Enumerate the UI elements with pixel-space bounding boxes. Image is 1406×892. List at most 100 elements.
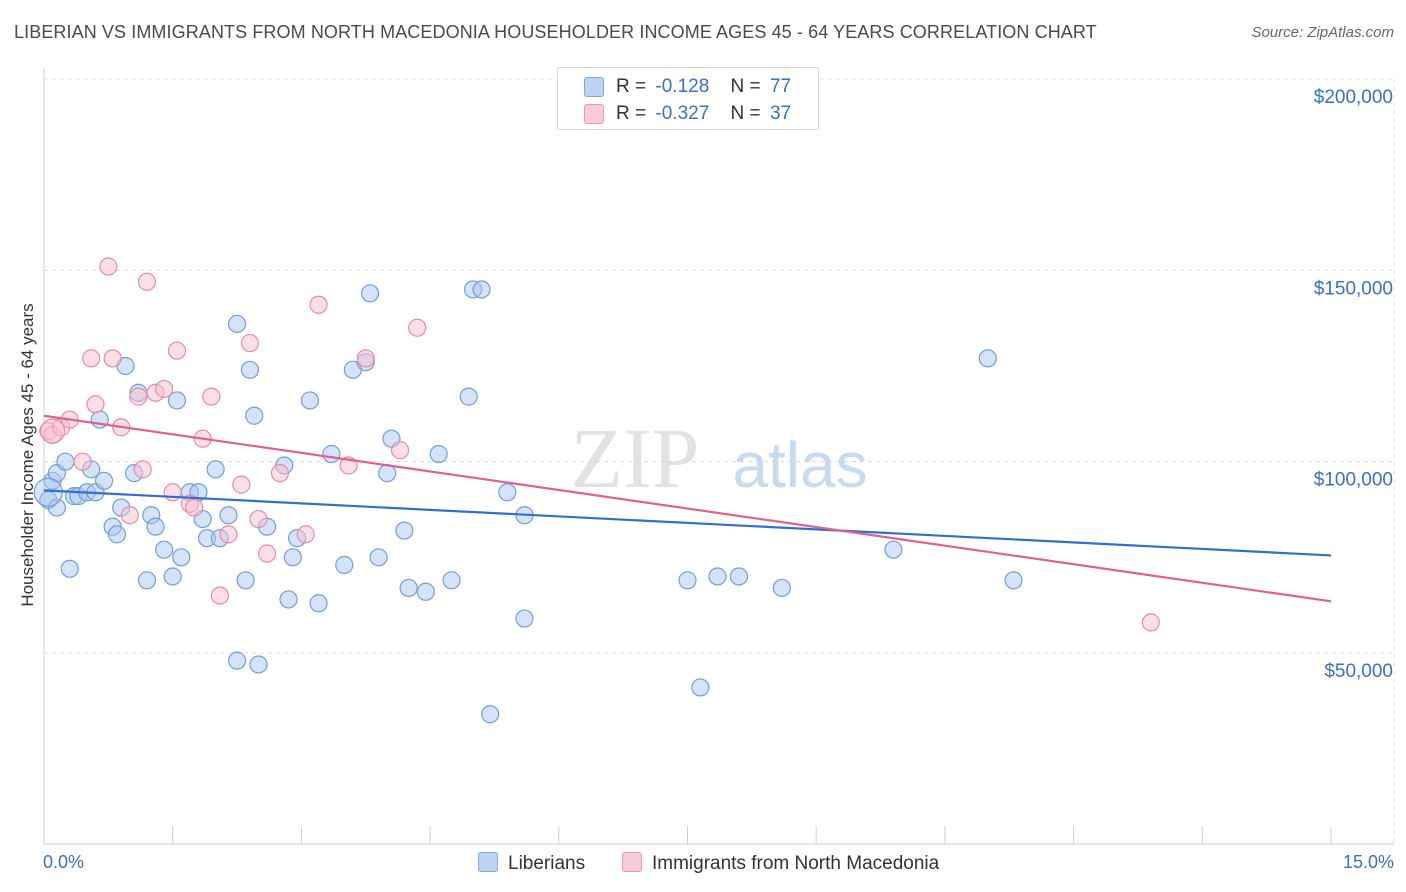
macedonia-point [99, 257, 118, 276]
macedonia-point [167, 341, 187, 360]
points-layer [33, 257, 1160, 724]
liberian-point [240, 360, 260, 379]
legend-r-label: R = [616, 76, 647, 97]
macedonia-point [133, 460, 152, 479]
liberian-point [283, 548, 302, 567]
liberian-point [395, 521, 414, 540]
macedonia-point [296, 525, 315, 544]
liberian-point [978, 349, 997, 368]
liberian-point [429, 444, 448, 464]
legend-swatch-pink [584, 104, 604, 124]
liberian-point [33, 477, 63, 507]
liberian-point [137, 571, 157, 590]
liberian-point [1004, 571, 1023, 590]
y-tick-labels: $50,000 $100,000 $150,000 $200,000 [1314, 87, 1393, 682]
liberian-point [206, 460, 225, 479]
liberian-point [416, 582, 435, 601]
liberian-point [399, 578, 418, 598]
macedonia-point [240, 333, 260, 353]
macedonia-point [137, 272, 157, 291]
bottom-legend-liberians: Liberians [478, 852, 585, 875]
legend-n-label: N = [730, 103, 761, 124]
axis-layer [43, 68, 1394, 845]
liberian-point [245, 406, 264, 425]
macedonia-point [390, 441, 410, 460]
liberian-point [56, 452, 75, 471]
liberian-point [146, 517, 165, 536]
legend-label-macedonia: Immigrants from North Macedonia [652, 853, 940, 874]
macedonia-point [408, 318, 427, 337]
legend-swatch-blue [584, 77, 604, 97]
liberian-point [515, 609, 534, 628]
y-tick-label: $50,000 [1324, 661, 1393, 682]
legend-r-label: R = [616, 103, 647, 124]
liberian-point [155, 540, 174, 559]
liberian-point [472, 280, 491, 299]
legend-r-value: -0.327 [655, 103, 710, 124]
liberian-point [94, 471, 114, 490]
liberian-point [309, 594, 328, 613]
y-tick-label: $150,000 [1314, 278, 1393, 299]
liberian-point [107, 525, 127, 544]
macedonia-point [1141, 613, 1160, 632]
macedonia-point [219, 525, 238, 544]
bottom-legend-macedonia: Immigrants from North Macedonia [622, 852, 939, 875]
macedonia-point [202, 387, 221, 406]
legend-n-label: N = [730, 76, 761, 97]
macedonia-point [129, 387, 148, 406]
liberian-point [172, 548, 191, 567]
macedonia-point [120, 506, 139, 525]
liberian-point [498, 483, 517, 502]
liberian-point [772, 578, 791, 598]
liberian-point [369, 548, 388, 567]
macedonia-point [73, 452, 92, 471]
liberian-point [249, 655, 268, 674]
watermark-zip: ZIP [571, 410, 700, 506]
liberian-point [279, 590, 298, 609]
macedonia-point [103, 349, 122, 368]
liberian-point [227, 651, 247, 670]
macedonia-point [155, 379, 174, 399]
watermark-atlas: atlas [732, 429, 867, 501]
liberian-point [300, 391, 320, 410]
legend-n-value: 77 [769, 76, 792, 97]
x-tick-label-min: 0.0% [43, 852, 85, 872]
macedonia-point [86, 395, 105, 414]
liberian-point [678, 571, 697, 590]
grid-layer [44, 78, 1395, 844]
legend-swatch-blue [478, 852, 498, 872]
liberian-point [442, 571, 461, 590]
watermark: ZIP atlas [571, 410, 868, 506]
liberian-point [227, 314, 247, 334]
macedonia-point [249, 509, 268, 529]
legend-label-liberians: Liberians [508, 853, 586, 874]
liberian-point [322, 444, 341, 464]
macedonia-point [185, 498, 204, 517]
macedonia-point [232, 475, 251, 494]
macedonia-point [82, 349, 101, 368]
source-credit: Source: ZipAtlas.com [1251, 24, 1394, 41]
y-tick-label: $100,000 [1314, 470, 1393, 491]
liberian-point [167, 391, 187, 410]
liberian-trend-line [43, 489, 1332, 557]
macedonia-point [210, 586, 229, 605]
y-tick-label: $200,000 [1314, 87, 1393, 108]
chart-title: LIBERIAN VS IMMIGRANTS FROM NORTH MACEDO… [14, 22, 1097, 42]
liberian-point [47, 498, 66, 517]
liberian-point [884, 540, 903, 559]
legend-n-value: 37 [769, 103, 792, 124]
macedonia-trend-line [43, 414, 1332, 603]
liberian-point [335, 555, 354, 575]
macedonia-point [257, 544, 277, 563]
liberian-point [219, 506, 238, 525]
legend-r-value: -0.128 [655, 76, 710, 97]
macedonia-point [39, 418, 66, 444]
liberian-point [691, 678, 710, 697]
liberian-point [360, 284, 380, 303]
liberian-point [236, 571, 255, 590]
liberian-point [708, 567, 727, 586]
legend-swatch-pink [622, 852, 642, 872]
macedonia-point [270, 464, 290, 483]
liberian-point [481, 705, 500, 724]
